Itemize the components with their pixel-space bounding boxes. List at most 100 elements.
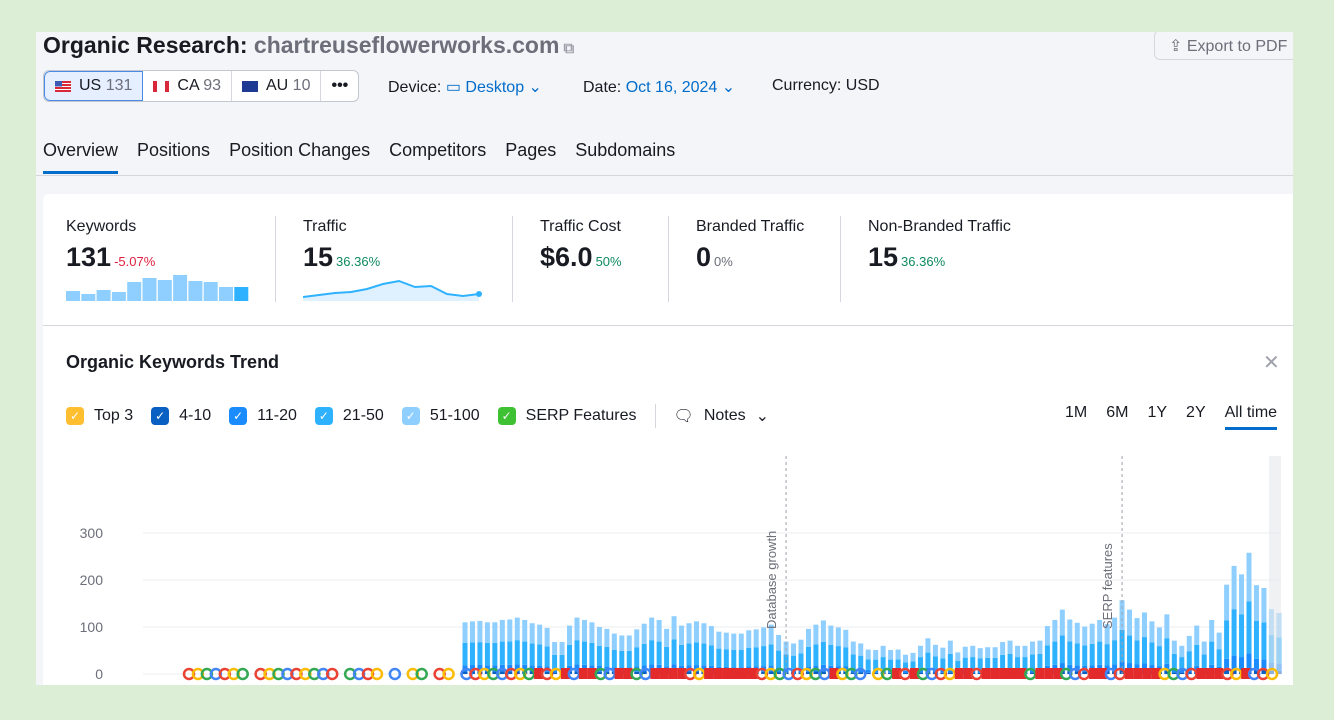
bar-4-10[interactable] bbox=[865, 672, 871, 674]
bar-51-100[interactable] bbox=[1216, 632, 1222, 650]
bar-4-10[interactable] bbox=[1224, 669, 1230, 674]
bar-51-100[interactable] bbox=[1141, 612, 1147, 638]
bar-21-50[interactable] bbox=[970, 657, 976, 670]
flag-icon[interactable] bbox=[990, 668, 1000, 679]
bar-21-50[interactable] bbox=[1059, 635, 1065, 664]
bar-11-20[interactable] bbox=[1059, 663, 1065, 671]
bar-11-20[interactable] bbox=[873, 669, 879, 673]
bar-4-10[interactable] bbox=[903, 673, 909, 674]
bar-21-50[interactable] bbox=[596, 645, 602, 667]
bar-51-100[interactable] bbox=[746, 630, 752, 648]
metric-traffic[interactable]: Traffic 15 36.36% bbox=[302, 218, 487, 306]
bar-51-100[interactable] bbox=[970, 645, 976, 658]
bar-51-100[interactable] bbox=[753, 629, 759, 648]
flag-icon[interactable] bbox=[1044, 668, 1054, 679]
bar-21-50[interactable] bbox=[1134, 640, 1140, 665]
bar-11-20[interactable] bbox=[1246, 653, 1252, 668]
bar-51-100[interactable] bbox=[1007, 640, 1013, 654]
bar-21-50[interactable] bbox=[1007, 653, 1013, 669]
bar-51-100[interactable] bbox=[813, 624, 819, 645]
bar-4-10[interactable] bbox=[1164, 671, 1170, 674]
bar-11-20[interactable] bbox=[1164, 663, 1170, 672]
bar-21-50[interactable] bbox=[776, 650, 782, 668]
bar-21-50[interactable] bbox=[559, 654, 565, 669]
bar-51-100[interactable] bbox=[544, 627, 550, 647]
flag-icon[interactable] bbox=[829, 668, 839, 679]
bar-51-100[interactable] bbox=[1209, 619, 1215, 642]
bar-4-10[interactable] bbox=[820, 671, 826, 674]
bar-21-50[interactable] bbox=[992, 657, 998, 670]
bar-21-50[interactable] bbox=[1022, 657, 1028, 670]
bar-51-100[interactable] bbox=[611, 633, 617, 650]
legend-top3[interactable]: ✓ Top 3 bbox=[66, 407, 133, 425]
bar-21-50[interactable] bbox=[604, 646, 610, 667]
bar-21-50[interactable] bbox=[1097, 641, 1103, 665]
bar-21-50[interactable] bbox=[514, 640, 520, 665]
tab-pages[interactable]: Pages bbox=[505, 140, 557, 160]
metric-traffic-cost[interactable]: Traffic Cost $6.0 50% bbox=[540, 218, 622, 273]
bar-21-50[interactable] bbox=[529, 643, 535, 666]
bar-11-20[interactable] bbox=[1112, 664, 1118, 672]
bar-51-100[interactable] bbox=[903, 654, 909, 663]
bar-51-100[interactable] bbox=[1037, 640, 1043, 654]
bar-51-100[interactable] bbox=[1261, 587, 1267, 623]
bar-51-100[interactable] bbox=[731, 633, 737, 650]
db-ca[interactable]: CA 93 bbox=[143, 71, 232, 101]
bar-51-100[interactable] bbox=[604, 628, 610, 647]
bar-11-20[interactable] bbox=[1127, 663, 1133, 671]
flag-icon[interactable] bbox=[1196, 668, 1206, 679]
bar-51-100[interactable] bbox=[581, 619, 587, 642]
bar-4-10[interactable] bbox=[813, 671, 819, 674]
bar-51-100[interactable] bbox=[805, 628, 811, 647]
bar-51-100[interactable] bbox=[925, 638, 931, 653]
bar-51-100[interactable] bbox=[1224, 584, 1230, 621]
range-all-time[interactable]: All time bbox=[1224, 404, 1278, 430]
bar-4-10[interactable] bbox=[1253, 669, 1259, 674]
bar-51-100[interactable] bbox=[1194, 625, 1200, 645]
bar-51-100[interactable] bbox=[1067, 619, 1073, 642]
bar-21-50[interactable] bbox=[1194, 644, 1200, 666]
bar-11-20[interactable] bbox=[484, 665, 490, 672]
legend-51-100[interactable]: ✓ 51-100 bbox=[401, 407, 480, 425]
bar-4-10[interactable] bbox=[1186, 672, 1192, 674]
bar-51-100[interactable] bbox=[469, 621, 475, 643]
bar-21-50[interactable] bbox=[768, 644, 774, 666]
flag-icon[interactable] bbox=[1097, 668, 1107, 679]
bar-21-50[interactable] bbox=[507, 641, 513, 665]
bar-11-20[interactable] bbox=[1134, 664, 1140, 672]
bar-21-50[interactable] bbox=[567, 644, 573, 666]
bar-11-20[interactable] bbox=[858, 668, 864, 673]
bar-21-50[interactable] bbox=[664, 646, 670, 667]
bar-21-50[interactable] bbox=[940, 658, 946, 670]
google-update-icon[interactable] bbox=[236, 667, 249, 681]
flag-icon[interactable] bbox=[560, 668, 570, 679]
bar-51-100[interactable] bbox=[1074, 622, 1080, 644]
bar-21-50[interactable] bbox=[716, 648, 722, 667]
bar-21-50[interactable] bbox=[1246, 601, 1252, 654]
more-databases-button[interactable]: ••• bbox=[321, 71, 358, 101]
bar-11-20[interactable] bbox=[1119, 661, 1125, 671]
tab-positions[interactable]: Positions bbox=[137, 140, 211, 160]
flag-icon[interactable] bbox=[1008, 668, 1018, 679]
range-2y[interactable]: 2Y bbox=[1186, 404, 1206, 421]
bar-51-100[interactable] bbox=[537, 624, 543, 645]
bar-4-10[interactable] bbox=[1231, 668, 1237, 674]
flag-icon[interactable] bbox=[910, 668, 920, 679]
bar-4-10[interactable] bbox=[641, 671, 647, 674]
bar-4-10[interactable] bbox=[1179, 672, 1185, 674]
flag-icon[interactable] bbox=[892, 668, 902, 679]
bar-21-50[interactable] bbox=[589, 642, 595, 666]
bar-21-50[interactable] bbox=[962, 657, 968, 670]
bar-21-50[interactable] bbox=[671, 639, 677, 665]
flag-icon[interactable] bbox=[981, 668, 991, 679]
legend-21-50[interactable]: ✓ 21-50 bbox=[314, 407, 384, 425]
bar-51-100[interactable] bbox=[1186, 635, 1192, 652]
bar-51-100[interactable] bbox=[985, 647, 991, 658]
device-selector[interactable]: Device: ▭ Desktop ⌄ bbox=[388, 77, 542, 97]
bar-21-50[interactable] bbox=[1201, 654, 1207, 669]
bar-51-100[interactable] bbox=[888, 650, 894, 660]
bar-51-100[interactable] bbox=[477, 620, 483, 643]
bar-51-100[interactable] bbox=[1015, 645, 1021, 658]
bar-51-100[interactable] bbox=[492, 622, 498, 643]
bar-4-10[interactable] bbox=[850, 672, 856, 674]
